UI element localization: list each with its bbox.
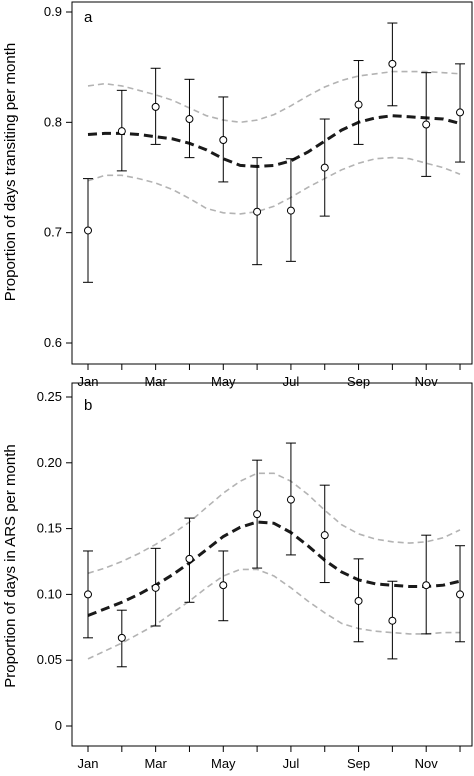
panel-b-data-point	[117, 633, 126, 642]
panel-a-x-tick-label: Sep	[347, 374, 370, 389]
panel-a-fit-mean	[87, 114, 461, 169]
panel-b-x-tick-label: Sep	[347, 756, 370, 771]
panel-b-data-point	[422, 581, 431, 590]
panel-b-data-point	[286, 495, 295, 504]
panel-a-x-tick-label: Jan	[78, 374, 99, 389]
panel-b-ci-lower	[87, 568, 460, 660]
panel-b-y-tick-label: 0.15	[37, 521, 62, 536]
panel-a-label: a	[84, 9, 93, 26]
panel-b-data-points	[84, 495, 465, 642]
panel-b-x-tick-label: May	[211, 756, 236, 771]
panel-b-x-tick-label: Jul	[283, 756, 300, 771]
panel-a-y-tick-label: 0.9	[44, 4, 62, 19]
panel-b-ci-band	[87, 472, 461, 660]
panel-a-frame	[71, 1, 473, 365]
panel-b-y-tick-label: 0.25	[37, 389, 62, 404]
panel-a-y-tick-label: 0.6	[44, 335, 62, 350]
panel-b-data-point	[456, 590, 465, 599]
panel-b-x-ticks: Jan Mar May Jul Sep Nov	[78, 746, 461, 771]
panel-a-x-tick-label: May	[211, 374, 236, 389]
panel-b: b Proportion of days in ARS per month 00…	[2, 382, 473, 771]
panel-a-y-axis-title: Proportion of days transiting per month	[2, 43, 19, 301]
panel-a-data-points	[84, 59, 465, 235]
panel-a-data-point	[286, 206, 295, 215]
panel-b-y-tick-label: 0	[55, 718, 62, 733]
panel-a-x-tick-label: Nov	[415, 374, 439, 389]
panel-a-data-point	[456, 108, 465, 117]
panel-a-y-tick-label: 0.8	[44, 114, 62, 129]
panel-a-ci-lower	[87, 156, 461, 215]
panel-b-x-tick-label: Nov	[415, 756, 439, 771]
panel-b-error-bars	[83, 442, 466, 668]
panel-b-data-point	[253, 510, 262, 519]
panel-a-data-point	[117, 127, 126, 136]
panel-a-y-ticks: 0.6 0.7 0.8 0.9	[44, 4, 72, 350]
panel-a-x-tick-label: Mar	[144, 374, 167, 389]
panel-a-ci-upper	[87, 70, 461, 124]
panel-a-data-point	[219, 135, 228, 144]
panel-b-y-tick-label: 0.20	[37, 455, 62, 470]
panel-b-y-ticks: 0 0.05 0.10 0.15 0.20 0.25	[37, 389, 72, 733]
panel-b-data-point	[388, 616, 397, 625]
panel-a-fit-line	[87, 114, 461, 169]
panel-b-data-point	[354, 596, 363, 605]
panel-a-x-ticks: Jan Mar May Jul Sep Nov	[78, 364, 461, 389]
panel-a-data-point	[320, 163, 329, 172]
panel-a-y-tick-label: 0.7	[44, 225, 62, 240]
panel-b-data-point	[219, 581, 228, 590]
panel-b-x-tick-label: Jan	[78, 756, 99, 771]
panel-b-data-point	[320, 531, 329, 540]
panel-b-frame	[71, 382, 473, 747]
panel-b-fit-mean	[87, 520, 461, 617]
panel-a-data-point	[84, 226, 92, 235]
panel-a-ci-band	[87, 70, 461, 215]
panel-a-data-point	[151, 102, 160, 111]
panel-a-x-tick-label: Jul	[283, 374, 300, 389]
panel-a-data-point	[253, 207, 262, 216]
panel-b-fit-line	[87, 520, 461, 617]
panel-b-data-point	[151, 583, 160, 592]
panel-a-data-point	[422, 120, 431, 129]
panel-a: a Proportion of days transiting per mont…	[2, 1, 473, 389]
panel-b-y-tick-label: 0.10	[37, 586, 62, 601]
panel-b-x-tick-label: Mar	[144, 756, 167, 771]
panel-a-error-bars	[83, 22, 466, 283]
panel-b-data-point	[185, 554, 194, 563]
panel-b-data-point	[84, 590, 92, 599]
panel-a-data-point	[185, 115, 194, 124]
panel-b-ci-upper	[87, 472, 461, 575]
panel-b-y-axis-title: Proportion of days in ARS per month	[2, 444, 19, 687]
panel-a-data-point	[388, 59, 397, 68]
panel-b-label: b	[84, 397, 92, 414]
panel-b-y-tick-label: 0.05	[37, 652, 62, 667]
panel-a-data-point	[354, 100, 363, 109]
